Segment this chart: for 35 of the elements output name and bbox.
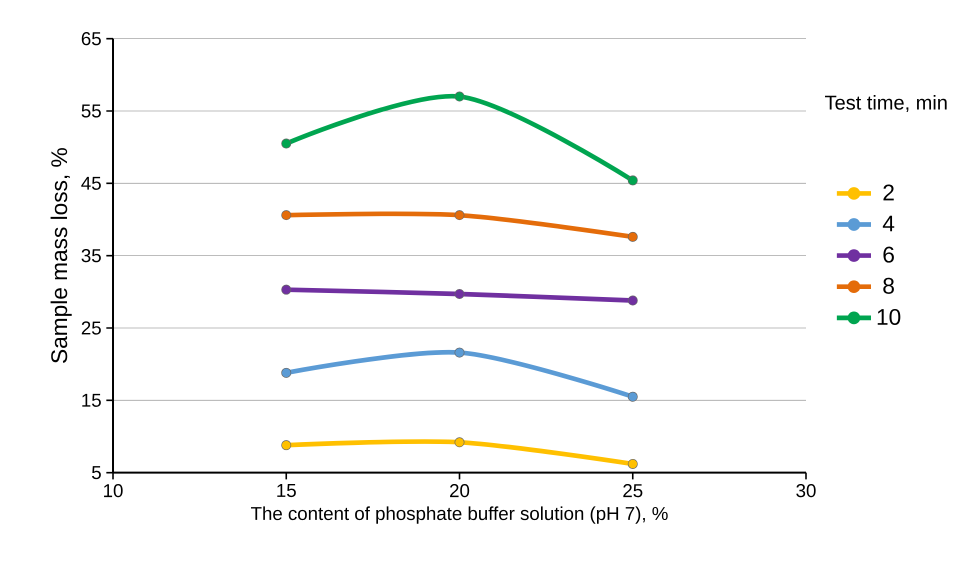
y-axis-title: Sample mass loss, % (50, 148, 72, 363)
point (281, 210, 292, 220)
x-tick-label: 15 (277, 484, 296, 498)
point (454, 288, 465, 299)
x-axis-title: The content of phosphate buffer solution (pH 7), % (251, 506, 668, 524)
point (628, 232, 638, 242)
y-tick-label: 15 (82, 394, 101, 407)
point (281, 440, 292, 450)
legend-label: 10 (878, 308, 900, 326)
y-tick-label: 45 (81, 176, 101, 190)
legend-label: 8 (883, 278, 894, 294)
y-tick-label: 55 (82, 104, 101, 118)
point (454, 437, 465, 448)
point (454, 348, 465, 358)
point (454, 92, 465, 102)
point (454, 210, 465, 220)
legend-title: Test time, min (825, 95, 947, 112)
x-tick-label: 10 (104, 484, 123, 498)
point (628, 458, 638, 469)
y-tick-label: 25 (82, 321, 101, 335)
point (281, 284, 292, 295)
legend-label: 2 (883, 184, 894, 200)
x-tick-label: 25 (623, 484, 642, 498)
point (628, 296, 638, 306)
x-tick-label: 20 (450, 484, 470, 498)
point (281, 368, 292, 378)
point (628, 392, 638, 402)
legend-label: 4 (882, 216, 894, 232)
x-tick-label: 30 (796, 484, 816, 498)
y-tick-label: 65 (82, 32, 101, 46)
point (281, 138, 292, 149)
legend-label: 6 (883, 246, 894, 263)
y-tick-label: 35 (82, 249, 101, 262)
y-tick-label: 5 (92, 466, 101, 480)
point (628, 175, 638, 186)
